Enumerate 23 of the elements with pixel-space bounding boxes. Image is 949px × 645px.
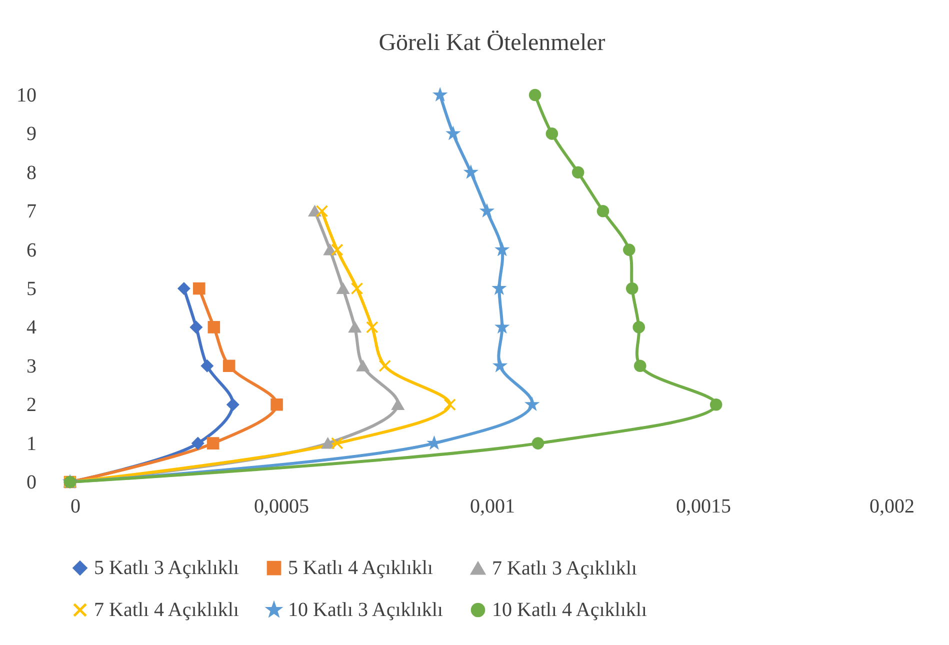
x-tick-label: 0: [70, 496, 80, 518]
x-tick-label: 0,001: [470, 496, 515, 518]
y-tick-label: 6: [26, 239, 36, 262]
legend-label: 5 Katlı 3 Açıklıklı: [94, 557, 240, 580]
y-tick-label: 2: [26, 394, 36, 416]
y-tick-label: 10: [16, 84, 36, 106]
y-tick-label: 8: [26, 162, 36, 184]
legend-label: 7 Katlı 4 Açıklıklı: [94, 599, 240, 621]
y-tick-label: 4: [26, 316, 36, 339]
y-tick-label: 9: [26, 123, 36, 146]
legend-label: 10 Katlı 3 Açıklıklı: [288, 599, 444, 621]
y-tick-label: 7: [26, 200, 36, 223]
x-tick-label: 0,002: [870, 496, 914, 518]
y-tick-label: 3: [26, 355, 36, 378]
x-tick-label: 0,0015: [676, 496, 731, 518]
x-tick-label: 0,0005: [254, 496, 309, 518]
chart-title: Göreli Kat Ötelenmeler: [378, 30, 606, 56]
legend-label: 10 Katlı 4 Açıklıklı: [492, 599, 648, 621]
y-tick-label: 0: [26, 472, 36, 494]
legend-label: 5 Katlı 4 Açıklıklı: [288, 557, 434, 580]
legend-label: 7 Katlı 3 Açıklıklı: [492, 557, 638, 580]
y-tick-label: 5: [26, 278, 36, 300]
y-tick-label: 1: [26, 432, 36, 455]
